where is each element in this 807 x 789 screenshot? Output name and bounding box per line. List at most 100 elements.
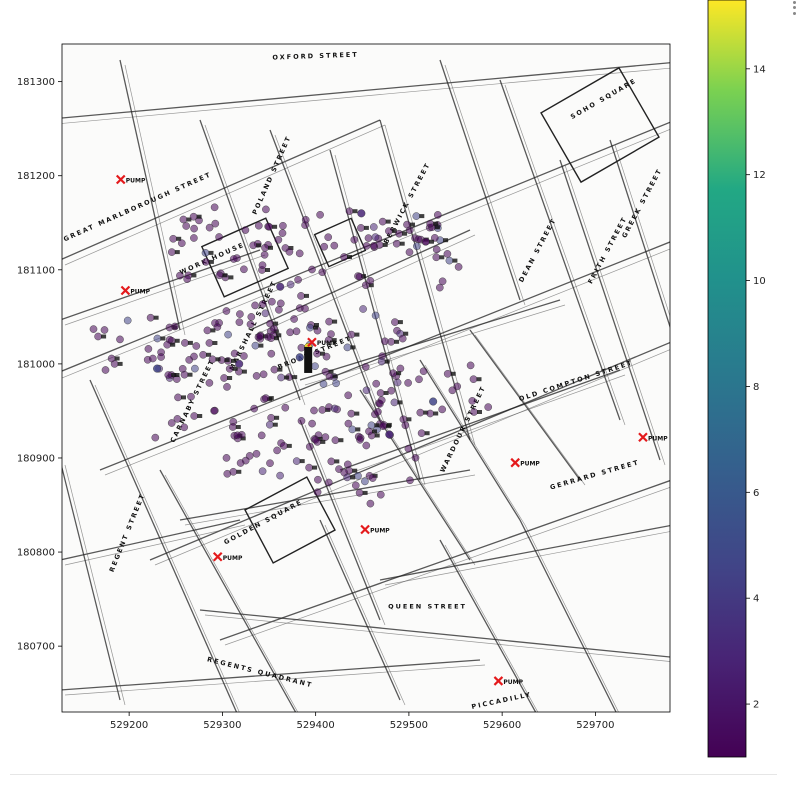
death-point (395, 229, 403, 238)
death-bar-glyph (350, 345, 356, 350)
street-line (469, 329, 581, 481)
street-edge (344, 374, 626, 476)
death-point (190, 224, 198, 233)
death-bar-glyph (429, 239, 434, 244)
street-label: QUEEN STREET (388, 603, 467, 611)
death-point (268, 297, 276, 306)
street-edge (424, 364, 526, 526)
death-bar-glyph (265, 268, 270, 272)
death-point (174, 393, 182, 402)
death-bar-glyph (186, 217, 192, 222)
street-line (319, 519, 401, 701)
death-point (258, 467, 267, 476)
pump-marker (493, 676, 504, 686)
death-point (325, 372, 334, 381)
street-edge (304, 304, 566, 386)
street-line (62, 62, 670, 119)
death-bar-glyph (276, 333, 282, 338)
death-point (318, 268, 327, 277)
map-block (244, 476, 336, 564)
death-point (357, 209, 366, 218)
death-bar-glyph (176, 236, 182, 241)
death-point (355, 489, 364, 497)
death-point (205, 339, 214, 347)
death-point (199, 350, 207, 359)
death-point (369, 241, 378, 250)
death-point (230, 349, 239, 358)
death-bar-glyph (423, 410, 429, 415)
street-line (269, 129, 381, 421)
death-bar-glyph (476, 377, 482, 382)
death-point (430, 234, 439, 242)
death-point (330, 404, 339, 413)
death-bar-glyph (272, 224, 278, 229)
pump-marker (307, 337, 317, 348)
death-point (229, 467, 238, 476)
death-bar-glyph (402, 231, 408, 236)
death-point (366, 276, 375, 285)
death-bar-glyph (284, 375, 290, 380)
death-point (261, 394, 270, 402)
death-point (345, 207, 354, 215)
death-point (240, 265, 248, 274)
death-point (359, 305, 367, 313)
more-options-icon[interactable] (787, 0, 801, 16)
death-point (151, 433, 160, 442)
death-point (202, 258, 210, 266)
street-edge (564, 164, 666, 466)
death-bar-glyph (410, 222, 415, 227)
street-line (499, 79, 621, 421)
death-point (311, 362, 319, 371)
death-bar-glyph (433, 221, 439, 226)
death-point (183, 275, 191, 283)
death-bar-glyph (332, 319, 338, 324)
death-point (211, 219, 220, 228)
death-bar-glyph (355, 427, 361, 432)
death-point (225, 364, 234, 373)
street-line (339, 369, 621, 471)
death-point (274, 235, 283, 244)
pump-label: PUMP (648, 435, 668, 442)
pump-label: PUMP (317, 340, 337, 347)
death-bar-glyph (208, 250, 214, 255)
street-edge (104, 248, 670, 476)
death-point (190, 412, 198, 420)
death-point (469, 375, 478, 384)
death-bar-glyph (286, 443, 292, 448)
death-point (265, 420, 274, 429)
death-bar-glyph (277, 367, 283, 372)
death-bar-glyph (338, 438, 344, 443)
y-tick-label: 180900 (17, 453, 55, 464)
death-bar-glyph (313, 325, 318, 330)
death-bar-glyph (268, 396, 274, 401)
death-bar-glyph (170, 342, 176, 347)
death-point (404, 444, 413, 453)
death-bar-glyph (354, 332, 360, 337)
street-edge (164, 474, 299, 712)
pump-label: PUMP (130, 289, 150, 296)
death-point (313, 438, 322, 446)
death-point (270, 324, 278, 333)
death-bar-glyph (384, 359, 390, 364)
death-point (330, 241, 339, 250)
death-bar-glyph (354, 411, 360, 416)
death-point (385, 227, 393, 235)
death-bar-glyph (273, 321, 279, 326)
death-point (233, 431, 242, 440)
death-point (235, 359, 244, 368)
x-tick-label: 529600 (483, 720, 521, 731)
death-bar-glyph (403, 331, 409, 336)
street-edge (614, 144, 670, 318)
colorbar: 2 4 6 8 10 12 14 (707, 0, 766, 758)
death-point (292, 457, 301, 465)
y-tick-label: 180700 (17, 642, 55, 653)
death-point (190, 234, 198, 242)
death-point (250, 404, 258, 413)
death-bar-glyph (181, 395, 186, 400)
death-bar-glyph (174, 373, 180, 377)
street-edge (474, 334, 586, 486)
death-point (308, 419, 316, 428)
death-bar-glyph (206, 352, 212, 357)
death-point (321, 433, 330, 441)
death-point (279, 221, 287, 230)
